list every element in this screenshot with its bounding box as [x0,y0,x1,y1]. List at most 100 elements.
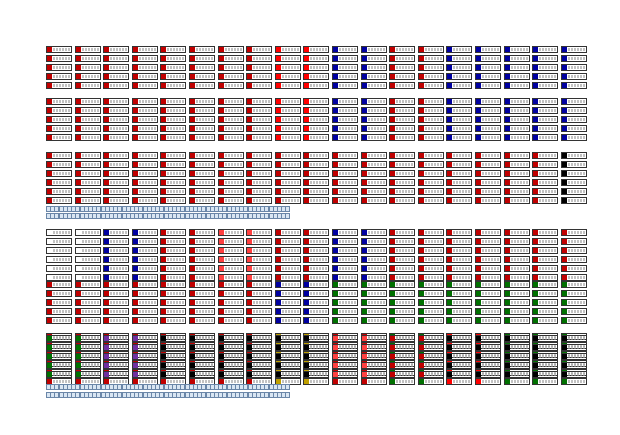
sticker-text [310,190,328,193]
sticker-text [339,136,356,139]
sticker-label [446,229,473,236]
sticker-color-tab [390,336,396,341]
sticker-label [160,170,187,177]
sticker-label [532,353,559,360]
sticker-label [532,73,559,80]
sticker-text [253,240,271,243]
sticker-color-tab [390,99,396,104]
sticker-text [339,172,356,175]
sticker-text [253,364,271,367]
sticker-color-tab [47,318,52,323]
sticker-color-tab [190,126,195,131]
sticker-label [503,247,530,254]
sticker-text [138,292,156,295]
sticker-label [74,274,101,281]
sticker-text [81,190,99,193]
sticker-text [424,267,442,270]
sticker-color-tab [275,153,281,158]
sticker-label [189,197,215,204]
sticker-color-tab [161,291,167,296]
sticker-text [224,283,242,286]
sticker-label [160,82,187,89]
sticker-label [532,125,559,132]
sticker-color-tab [533,153,539,158]
sticker-text [281,335,299,338]
sticker-color-tab [476,198,481,203]
sticker-text [339,267,356,270]
sticker-text [224,292,242,295]
sticker-text [567,66,585,69]
sticker-text [196,371,213,374]
sticker-text [310,154,328,157]
sticker-label [160,362,187,369]
sticker-color-tab [533,198,539,203]
sticker-text [310,353,328,356]
sticker-text [253,346,271,349]
sticker-label [503,265,530,272]
sticker-text [253,335,271,338]
sticker-color-tab [132,275,138,280]
sticker-label [189,308,215,315]
sticker-text [510,364,528,367]
sticker-text [310,48,328,51]
sticker-text [567,258,585,261]
sticker-color-tab [333,300,338,305]
sticker-text [138,118,156,121]
sticker-color-tab [476,171,481,176]
sticker-color-tab [104,300,110,305]
sticker-text [367,181,385,184]
sticker-color-tab [533,65,539,70]
sticker-label [217,353,244,360]
sticker-color-tab [390,198,396,203]
sticker-text [310,283,328,286]
sticker-color-tab [533,300,539,305]
sticker-label [417,161,444,168]
sticker-text [53,371,70,374]
sticker-color-tab [161,126,167,131]
sticker-text [539,75,557,78]
sticker-label [532,107,559,114]
sticker-color-tab [190,108,195,113]
sticker-color-tab [533,108,539,113]
sticker-label [475,344,501,351]
sticker-text [339,154,356,157]
sticker-text [81,240,99,243]
sticker-color-tab [333,318,338,323]
sticker-text [224,48,242,51]
sticker-color-tab [561,117,567,122]
sticker-color-tab [75,291,81,296]
sticker-color-tab [533,363,539,368]
sticker-color-tab [561,162,567,167]
sticker-color-tab [361,300,367,305]
sticker-label [560,116,587,123]
sticker-text [81,380,99,383]
sticker-color-tab [75,108,81,113]
sticker-label [332,290,358,297]
sticker-label [389,161,416,168]
sticker-color-tab [104,99,110,104]
sticker-text [253,301,271,304]
sticker-label [417,335,444,342]
sticker-text [281,249,299,252]
sticker-color-tab [104,117,110,122]
sticker-text [81,199,99,202]
sticker-text [339,249,356,252]
sticker-text [424,283,442,286]
sticker-text [110,364,128,367]
sticker-text [110,172,128,175]
sticker-label [103,107,130,114]
sticker-label [103,152,130,159]
sticker-label [246,299,273,306]
sticker-label [446,308,473,315]
sticker-text [110,258,128,261]
sticker-text [196,362,213,365]
sticker-text [281,181,299,184]
sticker-text [81,75,99,78]
sticker-text [539,100,557,103]
sticker-text [510,136,528,139]
sticker-text [367,276,385,279]
sticker-text [253,371,271,374]
sticker-color-tab [476,248,481,253]
sticker-color-tab [132,180,138,185]
sticker-color-tab [333,309,338,314]
